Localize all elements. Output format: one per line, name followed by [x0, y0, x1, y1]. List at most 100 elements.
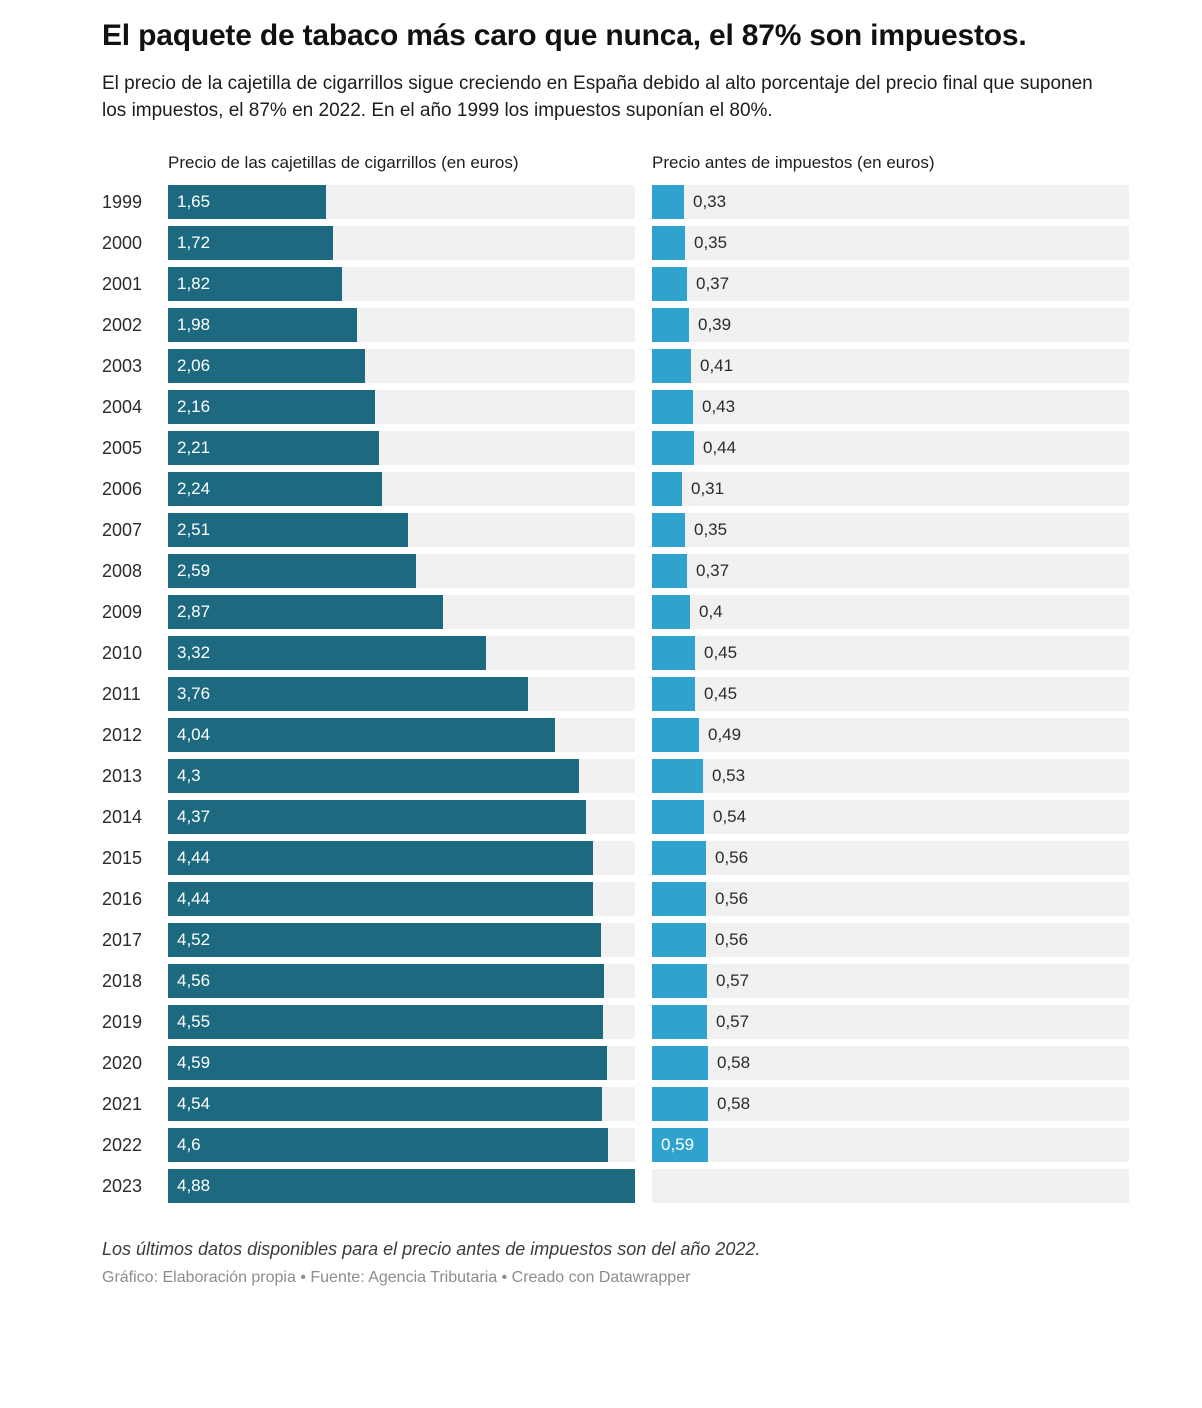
chart-row: 2014 4,37 0,54 — [102, 797, 1142, 838]
pretax-bar — [652, 431, 694, 466]
year-label: 2007 — [102, 519, 143, 540]
pretax-bar-track: 0,57 — [652, 964, 1129, 999]
pretax-bar-track: 0,58 — [652, 1046, 1129, 1081]
pretax-value-label: 0,56 — [715, 889, 749, 909]
price-value-label: 4,56 — [177, 971, 211, 991]
pretax-value-label: 0,54 — [713, 807, 747, 827]
chart-row: 2004 2,16 0,43 — [102, 387, 1142, 428]
price-bar — [168, 390, 375, 425]
pretax-value-label: 0,45 — [704, 643, 738, 663]
price-bar-track: 2,21 — [168, 431, 635, 466]
price-bar — [168, 595, 443, 630]
price-bar-track: 2,87 — [168, 595, 635, 630]
price-bar — [168, 800, 586, 835]
price-bar-track: 1,98 — [168, 308, 635, 343]
year-label: 2018 — [102, 970, 143, 991]
chart-row: 2017 4,52 0,56 — [102, 920, 1142, 961]
price-bar-track: 1,82 — [168, 267, 635, 302]
pretax-bar-track: 0,35 — [652, 513, 1129, 548]
year-label: 2005 — [102, 437, 143, 458]
chart-row: 2023 4,88 — [102, 1166, 1142, 1207]
pretax-bar-track: 0,49 — [652, 718, 1129, 753]
left-column-header: Precio de las cajetillas de cigarrillos … — [168, 152, 519, 172]
pretax-bar-track: 0,56 — [652, 923, 1129, 958]
pretax-bar — [652, 185, 684, 220]
pretax-value-label: 0,57 — [716, 971, 750, 991]
chart-row: 2009 2,87 0,4 — [102, 592, 1142, 633]
price-bar — [168, 1128, 608, 1163]
pretax-bar-track: 0,45 — [652, 636, 1129, 671]
pretax-bar — [652, 595, 690, 630]
pretax-bar-track: 0,58 — [652, 1087, 1129, 1122]
pretax-bar — [652, 882, 706, 917]
chart-row: 2018 4,56 0,57 — [102, 961, 1142, 1002]
price-bar-track: 4,44 — [168, 882, 635, 917]
chart-row: 2001 1,82 0,37 — [102, 264, 1142, 305]
right-column-header: Precio antes de impuestos (en euros) — [652, 152, 935, 172]
chart-row: 2011 3,76 0,45 — [102, 674, 1142, 715]
price-bar-track: 4,56 — [168, 964, 635, 999]
price-bar — [168, 513, 408, 548]
pretax-bar — [652, 800, 704, 835]
year-label: 2002 — [102, 314, 143, 335]
pretax-bar-track: 0,43 — [652, 390, 1129, 425]
pretax-bar-track: 0,41 — [652, 349, 1129, 384]
pretax-bar-track: 0,59 — [652, 1128, 1129, 1163]
year-label: 1999 — [102, 191, 143, 212]
pretax-bar-track: 0,56 — [652, 841, 1129, 876]
pretax-value-label: 0,31 — [691, 479, 725, 499]
price-bar — [168, 308, 357, 343]
year-label: 2009 — [102, 601, 143, 622]
pretax-bar-track: 0,54 — [652, 800, 1129, 835]
price-value-label: 4,54 — [177, 1094, 211, 1114]
price-bar — [168, 267, 342, 302]
year-label: 2001 — [102, 273, 143, 294]
price-bar-track: 2,06 — [168, 349, 635, 384]
pretax-value-label: 0,44 — [703, 438, 737, 458]
price-value-label: 1,98 — [177, 315, 211, 335]
price-bar-track: 4,37 — [168, 800, 635, 835]
price-bar-track: 4,44 — [168, 841, 635, 876]
price-bar — [168, 964, 604, 999]
pretax-bar — [652, 226, 685, 261]
pretax-bar — [652, 308, 689, 343]
pretax-bar — [652, 267, 687, 302]
year-label: 2012 — [102, 724, 143, 745]
price-bar-track: 4,3 — [168, 759, 635, 794]
pretax-bar — [652, 759, 703, 794]
pretax-value-label: 0,35 — [694, 520, 728, 540]
price-value-label: 4,6 — [177, 1135, 201, 1155]
pretax-bar-track: 0,37 — [652, 267, 1129, 302]
chart-card: El paquete de tabaco más caro que nunca,… — [102, 19, 1142, 1286]
chart-row: 2003 2,06 0,41 — [102, 346, 1142, 387]
chart-row: 2019 4,55 0,57 — [102, 1002, 1142, 1043]
price-bar — [168, 882, 593, 917]
price-bar — [168, 226, 333, 261]
price-bar — [168, 923, 601, 958]
pretax-value-label: 0,49 — [708, 725, 742, 745]
price-bar-track: 4,55 — [168, 1005, 635, 1040]
pretax-value-label: 0,4 — [699, 602, 723, 622]
bar-chart: 1999 1,65 0,33 2000 1,72 0,35 2001 1,82 0,37 2002… — [102, 182, 1142, 1207]
pretax-bar-track: 0,4 — [652, 595, 1129, 630]
pretax-value-label: 0,43 — [702, 397, 736, 417]
pretax-value-label: 0,56 — [715, 930, 749, 950]
pretax-bar — [652, 349, 691, 384]
price-bar-track: 4,6 — [168, 1128, 635, 1163]
chart-row: 2008 2,59 0,37 — [102, 551, 1142, 592]
pretax-bar-track: 0,53 — [652, 759, 1129, 794]
price-value-label: 3,32 — [177, 643, 211, 663]
price-bar-track: 3,32 — [168, 636, 635, 671]
chart-row: 2015 4,44 0,56 — [102, 838, 1142, 879]
price-bar — [168, 349, 365, 384]
price-bar-track: 1,72 — [168, 226, 635, 261]
chart-row: 2022 4,6 0,59 — [102, 1125, 1142, 1166]
chart-row: 2007 2,51 0,35 — [102, 510, 1142, 551]
pretax-bar-track: 0,35 — [652, 226, 1129, 261]
price-value-label: 2,24 — [177, 479, 211, 499]
price-value-label: 3,76 — [177, 684, 211, 704]
price-value-label: 4,3 — [177, 766, 201, 786]
price-value-label: 4,55 — [177, 1012, 211, 1032]
pretax-bar — [652, 513, 685, 548]
price-bar — [168, 1169, 635, 1204]
